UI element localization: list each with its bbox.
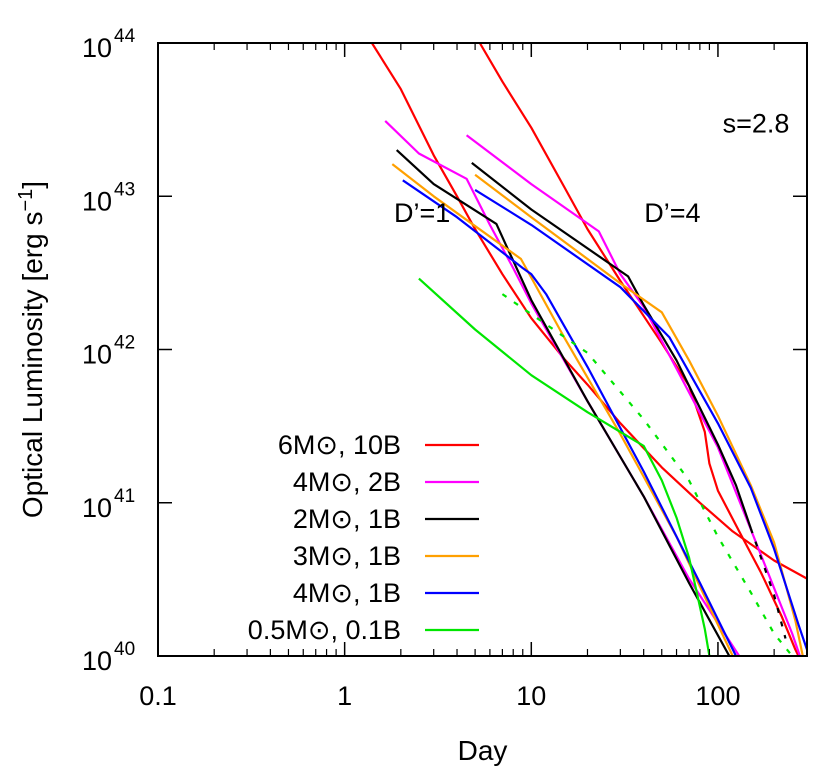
legend-label: 4M⊙, 1B — [293, 578, 401, 608]
x-tick-label: 0.1 — [139, 681, 177, 711]
legend-label: 0.5M⊙, 0.1B — [248, 615, 401, 645]
series-line — [501, 293, 794, 656]
y-tick-label: 10 — [82, 493, 112, 523]
series-line — [395, 149, 731, 656]
y-tick-exponent: 44 — [114, 26, 136, 47]
series-line — [749, 528, 787, 639]
series-line — [471, 162, 752, 529]
series-line — [418, 277, 711, 656]
ticks-layer — [157, 42, 808, 657]
series-line — [465, 134, 801, 656]
legend-label: 6M⊙, 10B — [278, 430, 401, 460]
y-tick-label: 10 — [82, 646, 112, 676]
y-tick-label: 10 — [82, 186, 112, 216]
series-line — [478, 43, 800, 656]
y-tick-exponent: 40 — [114, 639, 135, 660]
y-tick-label: 10 — [82, 340, 112, 370]
series-line — [391, 163, 734, 656]
x-tick-label: 10 — [516, 681, 546, 711]
annotation: s=2.8 — [723, 109, 790, 139]
y-tick-exponent: 43 — [114, 179, 135, 200]
y-tick-exponent: 41 — [114, 486, 135, 507]
plot-frame — [157, 42, 808, 657]
legend: 6M⊙, 10B 4M⊙, 2B 2M⊙, 1B 3M⊙, 1B 4M⊙, 1B 0.5M… — [248, 430, 479, 645]
x-tick-label: 100 — [695, 681, 740, 711]
x-axis-title: Day — [458, 735, 508, 766]
x-tick-label: 1 — [337, 681, 352, 711]
legend-label: 3M⊙, 1B — [293, 541, 401, 571]
legend-label: 2M⊙, 1B — [293, 504, 401, 534]
y-tick-label: 10 — [82, 33, 112, 63]
y-tick-exponent: 42 — [114, 333, 135, 354]
annotation: D’=4 — [644, 198, 700, 228]
series-line — [474, 188, 807, 651]
series-layer — [370, 43, 807, 656]
annotation: D’=1 — [394, 198, 450, 228]
annotations: s=2.8 D’=1 D’=4 — [394, 109, 789, 228]
y-axis-title: Optical Luminosity [erg s−1] — [15, 181, 48, 518]
legend-label: 4M⊙, 2B — [293, 467, 401, 497]
series-line — [402, 179, 737, 656]
